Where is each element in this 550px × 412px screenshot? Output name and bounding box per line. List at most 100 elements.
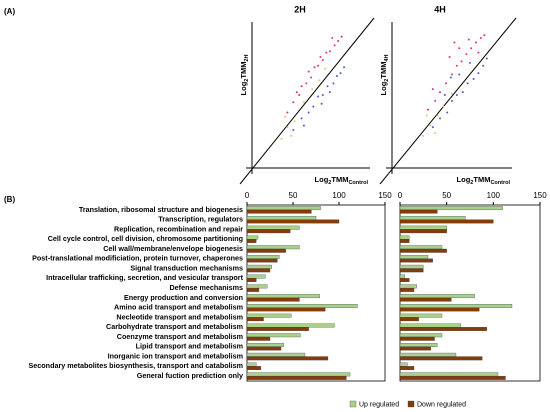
point bbox=[451, 99, 453, 102]
point bbox=[286, 126, 289, 129]
bar bbox=[399, 313, 443, 318]
point bbox=[431, 126, 434, 129]
point bbox=[325, 51, 328, 54]
point bbox=[328, 91, 331, 94]
axis-label-part: 2 bbox=[244, 79, 250, 82]
category-label: Transcription, regulators bbox=[158, 215, 243, 224]
category-label: Secondary metabolites biosynthesis, tran… bbox=[29, 361, 244, 370]
point bbox=[293, 120, 296, 123]
bar bbox=[399, 258, 433, 263]
bar bbox=[399, 268, 424, 273]
bar bbox=[399, 327, 487, 331]
bar bbox=[246, 297, 300, 302]
category-label: Amino acid transport and metabolism bbox=[114, 303, 243, 312]
bar bbox=[399, 307, 480, 312]
bar bbox=[246, 287, 260, 292]
bar bbox=[246, 303, 358, 308]
x-axis-label: Log2TMMControl bbox=[315, 175, 369, 186]
point bbox=[328, 50, 331, 53]
category-label: Necleotide transport and metabolism bbox=[116, 312, 243, 321]
point bbox=[453, 41, 456, 44]
point bbox=[307, 111, 310, 114]
point bbox=[460, 60, 463, 63]
legend-swatch bbox=[407, 400, 415, 408]
point bbox=[455, 94, 458, 96]
point bbox=[332, 82, 335, 85]
bar bbox=[399, 323, 461, 328]
point bbox=[439, 117, 441, 120]
point bbox=[319, 56, 322, 59]
point bbox=[280, 137, 283, 140]
point bbox=[318, 79, 321, 82]
x-tick-label: 150 bbox=[533, 191, 547, 200]
point bbox=[302, 124, 305, 127]
bar bbox=[246, 375, 347, 380]
bar bbox=[399, 294, 475, 299]
point bbox=[320, 102, 323, 105]
point bbox=[300, 117, 303, 120]
bar bbox=[399, 278, 410, 283]
panel-label: (A) bbox=[4, 7, 15, 16]
x-tick-label: 100 bbox=[487, 191, 501, 200]
point bbox=[470, 47, 473, 50]
category-label: Energy production and conversion bbox=[124, 293, 243, 302]
category-label: Intracellular trafficking, secretion, an… bbox=[46, 273, 244, 282]
chart-title: 4H bbox=[434, 4, 446, 14]
category-label: Signal transduction mechanisms bbox=[130, 263, 243, 272]
axis-label-part: 2 bbox=[384, 79, 390, 82]
point bbox=[482, 64, 485, 67]
panel-label: (B) bbox=[4, 195, 15, 204]
bar bbox=[399, 206, 503, 211]
bar bbox=[399, 274, 405, 279]
point bbox=[458, 73, 461, 76]
bar bbox=[246, 323, 335, 328]
bar bbox=[399, 248, 447, 253]
bar bbox=[399, 287, 415, 292]
point bbox=[439, 91, 441, 94]
point bbox=[448, 56, 451, 59]
point bbox=[451, 92, 453, 95]
bar bbox=[399, 336, 435, 341]
bar bbox=[399, 225, 447, 230]
point bbox=[311, 88, 314, 91]
category-label: Translation, ribosomal structure and bio… bbox=[79, 205, 243, 214]
point bbox=[479, 37, 482, 40]
bar bbox=[399, 209, 438, 214]
category-label: Carbohydrate transport and metabolism bbox=[106, 322, 243, 331]
point bbox=[310, 76, 312, 79]
bar bbox=[246, 219, 340, 224]
bar bbox=[246, 229, 291, 234]
point bbox=[340, 35, 343, 38]
point bbox=[307, 70, 310, 73]
bar bbox=[399, 372, 499, 377]
point bbox=[321, 58, 324, 61]
bar bbox=[399, 346, 431, 351]
point bbox=[337, 39, 340, 42]
point bbox=[477, 72, 480, 75]
point bbox=[431, 88, 434, 91]
bar bbox=[246, 225, 300, 230]
point bbox=[331, 37, 334, 40]
bar bbox=[399, 235, 410, 240]
point bbox=[455, 64, 458, 67]
bar bbox=[399, 264, 424, 269]
point bbox=[477, 51, 480, 54]
point bbox=[461, 91, 464, 94]
bar bbox=[246, 333, 301, 338]
point bbox=[467, 38, 470, 41]
category-label: Replication, recombination and repair bbox=[114, 224, 243, 233]
axis-label-part: Control bbox=[348, 180, 368, 186]
point bbox=[427, 108, 429, 111]
point bbox=[302, 101, 305, 104]
point bbox=[312, 105, 315, 108]
point bbox=[434, 131, 437, 134]
bar bbox=[399, 229, 447, 234]
category-label: Inorganic ion transport and metabolism bbox=[108, 351, 243, 360]
bar bbox=[246, 235, 259, 240]
point bbox=[343, 66, 346, 69]
point bbox=[483, 34, 486, 37]
legend-label: Up regulated bbox=[359, 401, 399, 408]
axis-label-part: TMM bbox=[239, 62, 248, 79]
legend-label: Down regulated bbox=[417, 401, 466, 408]
axis-label-part: 2 bbox=[328, 180, 331, 186]
